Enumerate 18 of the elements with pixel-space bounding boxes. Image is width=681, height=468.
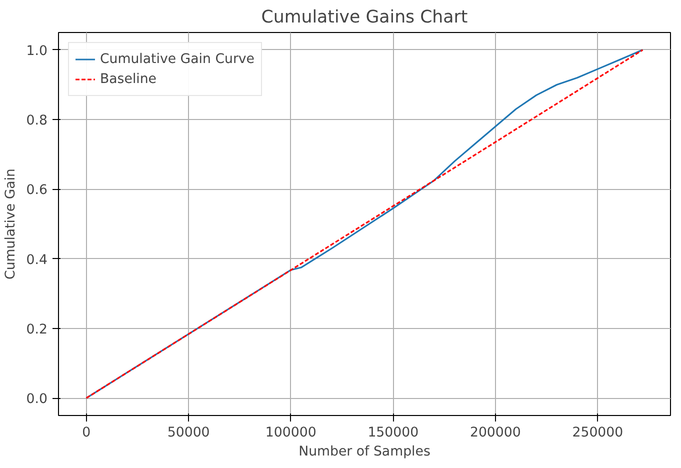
x-axis-title: Number of Samples bbox=[298, 444, 430, 460]
legend-label: Cumulative Gain Curve bbox=[100, 52, 255, 66]
y-tick-label: 0.2 bbox=[26, 322, 48, 338]
y-tick-label: 0.8 bbox=[26, 114, 48, 129]
chart-title: Cumulative Gains Chart bbox=[261, 8, 468, 28]
x-tick-label: 0 bbox=[82, 426, 91, 440]
x-tick-label: 200000 bbox=[470, 426, 521, 440]
x-tick-label: 250000 bbox=[572, 426, 624, 440]
y-tick-label: 1.0 bbox=[26, 44, 48, 59]
y-tick-label: 0.6 bbox=[26, 183, 48, 198]
x-tick-label: 150000 bbox=[368, 426, 419, 440]
x-tick-label: 100000 bbox=[265, 426, 316, 440]
y-axis-title: Cumulative Gain bbox=[3, 168, 18, 280]
y-tick-label: 0.4 bbox=[26, 252, 48, 268]
x-tick-label: 50000 bbox=[167, 426, 210, 440]
y-tick-label: 0.0 bbox=[26, 392, 48, 408]
line-series bbox=[86, 49, 644, 399]
legend-label: Baseline bbox=[100, 72, 157, 86]
